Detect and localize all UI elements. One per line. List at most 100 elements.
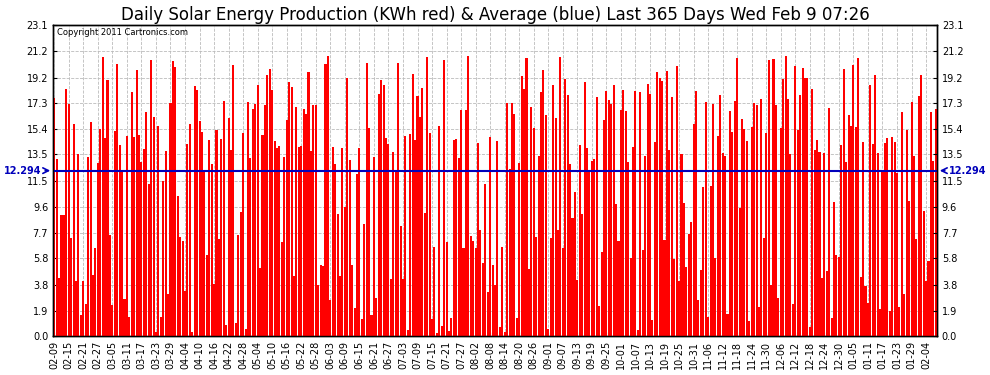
Bar	[598, 306, 600, 336]
Bar	[729, 111, 731, 336]
Bar	[591, 161, 593, 336]
Bar	[544, 115, 546, 336]
Bar	[911, 102, 913, 336]
Bar	[133, 137, 136, 336]
Bar	[55, 159, 57, 336]
Bar	[603, 120, 605, 336]
Bar	[671, 96, 673, 336]
Bar	[651, 321, 653, 336]
Bar	[663, 240, 665, 336]
Bar	[146, 112, 148, 336]
Bar	[174, 67, 176, 336]
Bar	[536, 237, 538, 336]
Bar	[785, 56, 787, 336]
Bar	[613, 85, 615, 336]
Bar	[434, 247, 436, 336]
Bar	[797, 130, 799, 336]
Bar	[72, 124, 74, 336]
Bar	[201, 132, 203, 336]
Bar	[278, 146, 280, 336]
Bar	[695, 91, 697, 336]
Bar	[649, 94, 651, 336]
Bar	[770, 285, 772, 336]
Bar	[816, 140, 818, 336]
Bar	[566, 96, 568, 336]
Bar	[886, 138, 888, 336]
Bar	[111, 305, 114, 336]
Bar	[477, 143, 479, 336]
Bar	[99, 129, 101, 336]
Bar	[450, 318, 452, 336]
Bar	[402, 279, 404, 336]
Bar	[186, 144, 188, 336]
Bar	[492, 265, 494, 336]
Bar	[441, 326, 443, 336]
Bar	[640, 92, 642, 336]
Bar	[908, 201, 910, 336]
Bar	[419, 117, 421, 336]
Bar	[264, 105, 266, 336]
Bar	[409, 134, 411, 336]
Bar	[154, 332, 157, 336]
Bar	[439, 126, 441, 336]
Bar	[789, 154, 791, 336]
Bar	[53, 98, 55, 336]
Bar	[273, 141, 275, 336]
Bar	[342, 148, 344, 336]
Bar	[741, 119, 743, 336]
Bar	[557, 230, 559, 336]
Bar	[854, 127, 857, 336]
Bar	[196, 90, 198, 336]
Bar	[303, 109, 305, 336]
Bar	[177, 195, 179, 336]
Bar	[293, 276, 295, 336]
Bar	[65, 88, 67, 336]
Bar	[906, 130, 908, 336]
Bar	[574, 192, 576, 336]
Bar	[417, 96, 419, 336]
Bar	[516, 318, 518, 336]
Bar	[484, 184, 486, 336]
Bar	[661, 81, 663, 336]
Bar	[298, 147, 300, 336]
Bar	[712, 104, 714, 336]
Bar	[737, 58, 739, 336]
Text: 12.294: 12.294	[4, 166, 42, 176]
Bar	[829, 108, 831, 336]
Bar	[697, 300, 700, 336]
Bar	[777, 298, 779, 336]
Bar	[256, 84, 258, 336]
Bar	[916, 238, 918, 336]
Bar	[608, 99, 610, 336]
Bar	[189, 124, 191, 336]
Bar	[549, 238, 551, 336]
Bar	[240, 212, 242, 336]
Bar	[363, 225, 365, 336]
Bar	[268, 69, 271, 336]
Bar	[308, 72, 310, 336]
Bar	[879, 309, 881, 336]
Bar	[102, 57, 104, 336]
Bar	[330, 300, 332, 336]
Bar	[547, 328, 549, 336]
Bar	[656, 72, 658, 336]
Bar	[482, 263, 484, 336]
Bar	[348, 160, 350, 336]
Bar	[335, 164, 337, 336]
Bar	[469, 236, 472, 336]
Bar	[523, 89, 525, 336]
Bar	[337, 214, 339, 336]
Bar	[739, 207, 741, 336]
Bar	[356, 174, 358, 336]
Bar	[903, 294, 905, 336]
Bar	[772, 59, 774, 336]
Bar	[203, 172, 205, 336]
Bar	[891, 137, 893, 336]
Bar	[644, 156, 646, 336]
Bar	[452, 140, 454, 336]
Bar	[693, 124, 695, 336]
Bar	[429, 134, 431, 336]
Bar	[511, 103, 513, 336]
Bar	[380, 80, 382, 336]
Bar	[358, 148, 360, 336]
